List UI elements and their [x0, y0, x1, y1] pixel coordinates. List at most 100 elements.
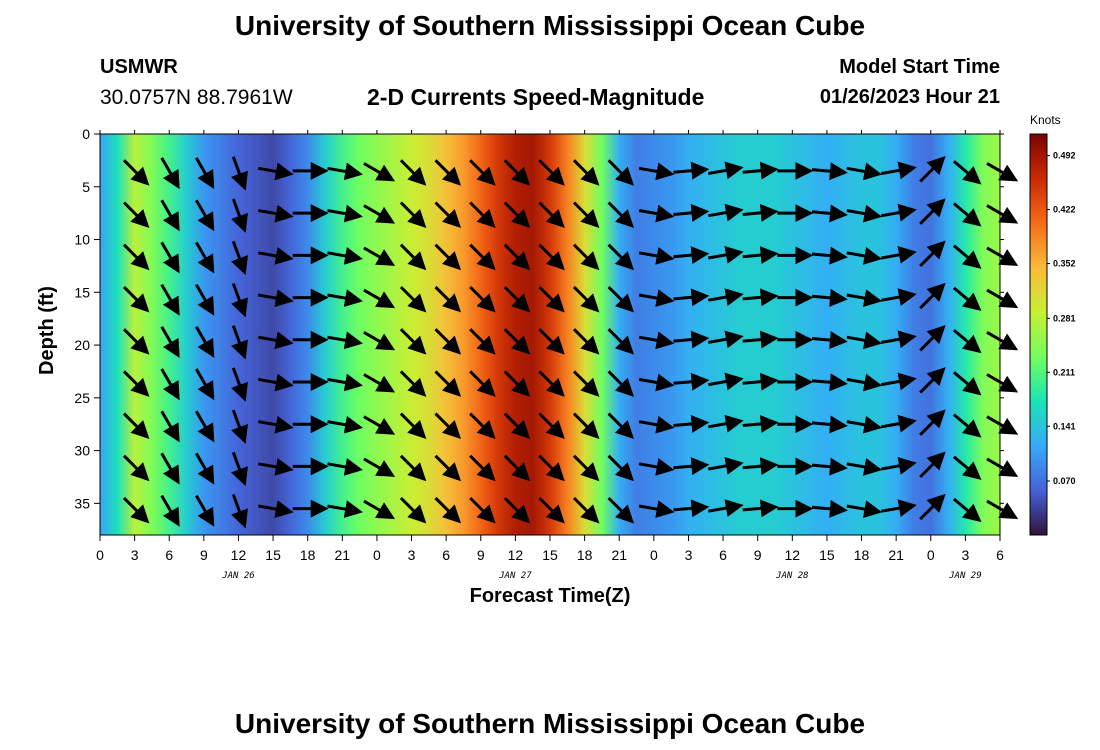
colorbar-tick-label: 0.422 — [1053, 205, 1076, 215]
current-vector-arrow — [363, 162, 396, 182]
current-vector-arrow — [399, 496, 427, 524]
x-tick-label: 21 — [611, 547, 627, 563]
station-coordinates: 30.0757N 88.7961W — [100, 86, 293, 109]
current-vector-arrow — [434, 201, 462, 229]
current-vector-arrow — [363, 373, 396, 393]
colorbar-tick-label: 0.211 — [1053, 367, 1075, 377]
colorbar-scale — [1029, 133, 1048, 536]
current-vector-arrow — [881, 414, 917, 433]
current-vector-arrow — [503, 454, 531, 482]
current-vector-arrow — [811, 499, 848, 518]
current-vector-arrow — [195, 283, 215, 316]
current-vector-arrow — [919, 240, 946, 268]
current-vector-arrow — [160, 452, 180, 485]
current-vector-arrow — [952, 371, 982, 396]
current-vector-arrow — [919, 451, 946, 479]
current-vector-arrow — [742, 246, 779, 265]
current-vector-arrow — [469, 496, 496, 524]
current-vector-arrow — [538, 496, 565, 524]
current-vector-arrow — [572, 159, 600, 186]
current-vector-arrow — [607, 454, 635, 482]
current-vector-arrow — [572, 370, 600, 397]
current-vector-arrow — [846, 458, 883, 476]
current-vector-arrow — [708, 288, 744, 306]
current-vector-arrow — [538, 285, 565, 313]
current-vector-arrow — [195, 494, 215, 527]
current-vector-arrow — [708, 372, 744, 391]
current-vector-arrow — [708, 161, 744, 180]
current-vector-arrow — [846, 415, 883, 434]
x-tick-label: 21 — [888, 547, 904, 563]
current-vector-arrow — [742, 372, 779, 391]
current-vector-arrow — [434, 496, 462, 524]
current-vector-arrow — [327, 331, 364, 350]
current-vector-arrow — [607, 159, 635, 186]
current-vector-arrow — [258, 204, 294, 223]
x-tick-label: 18 — [854, 547, 870, 563]
current-vector-arrow — [363, 331, 396, 351]
current-vector-arrow — [919, 367, 946, 394]
current-vector-arrow — [434, 370, 462, 397]
current-vector-arrow — [122, 454, 150, 482]
y-tick-label: 10 — [74, 232, 90, 248]
current-vector-arrow — [986, 331, 1019, 351]
current-vector-arrow — [399, 412, 427, 440]
chart-subtitle: 2-D Currents Speed-Magnitude — [367, 84, 705, 110]
y-tick-label: 20 — [74, 337, 90, 353]
current-vector-arrow — [708, 330, 744, 349]
current-vector-arrow — [434, 159, 462, 186]
current-vector-arrow — [258, 500, 294, 518]
current-vector-arrow — [399, 159, 427, 186]
current-vector-arrow — [572, 496, 600, 524]
current-vector-arrow — [638, 415, 675, 434]
current-vector-arrow — [399, 243, 427, 271]
current-vector-arrow — [811, 204, 848, 223]
current-vector-arrow — [673, 499, 710, 518]
current-vector-arrow — [122, 370, 150, 397]
current-vector-arrow — [638, 331, 675, 350]
current-vector-arrow — [708, 499, 744, 517]
current-vector-arrow — [742, 288, 779, 307]
x-tick-label: 15 — [819, 547, 835, 563]
current-vector-arrow — [469, 370, 496, 397]
current-vector-arrow — [986, 246, 1019, 266]
current-vector-arrow — [503, 370, 531, 397]
current-vector-arrow — [846, 289, 883, 307]
current-vector-arrow — [708, 457, 744, 475]
current-vector-arrow — [846, 204, 883, 223]
current-vector-arrow — [919, 282, 946, 310]
current-vector-arrow — [258, 415, 294, 434]
current-vector-arrow — [160, 494, 180, 527]
current-vector-arrow — [538, 159, 565, 186]
colorbar-tick-label: 0.070 — [1053, 476, 1076, 486]
current-vector-arrow — [327, 458, 364, 476]
x-tick-label: 3 — [408, 547, 416, 563]
current-vector-arrow — [503, 328, 531, 355]
current-vector-arrow — [195, 199, 215, 232]
current-vector-arrow — [538, 243, 565, 271]
current-vector-arrow — [673, 372, 710, 391]
y-tick-label: 35 — [74, 495, 90, 511]
current-vector-arrow — [673, 161, 710, 180]
current-vector-arrow — [638, 204, 675, 223]
current-vector-arrow — [258, 331, 294, 350]
current-vector-arrow — [673, 203, 710, 222]
current-vector-arrow — [327, 415, 364, 434]
current-vector-arrow — [742, 499, 779, 518]
current-vector-arrow — [607, 496, 635, 524]
current-vector-arrow — [607, 328, 635, 355]
x-axis-label: Forecast Time(Z) — [469, 585, 631, 607]
current-vector-arrow — [881, 203, 917, 222]
current-vector-arrow — [469, 243, 496, 271]
current-vector-arrow — [160, 199, 180, 232]
x-tick-label: 3 — [131, 547, 139, 563]
current-vector-arrow — [469, 328, 496, 355]
current-vector-arrow — [952, 413, 982, 438]
y-tick-label: 30 — [74, 443, 90, 459]
current-vector-arrow — [363, 246, 396, 266]
current-vector-arrow — [399, 201, 427, 229]
current-vector-arrow — [195, 368, 215, 401]
current-vector-arrow — [327, 162, 364, 181]
current-vector-arrow — [708, 246, 744, 264]
current-vector-arrow — [399, 454, 427, 482]
